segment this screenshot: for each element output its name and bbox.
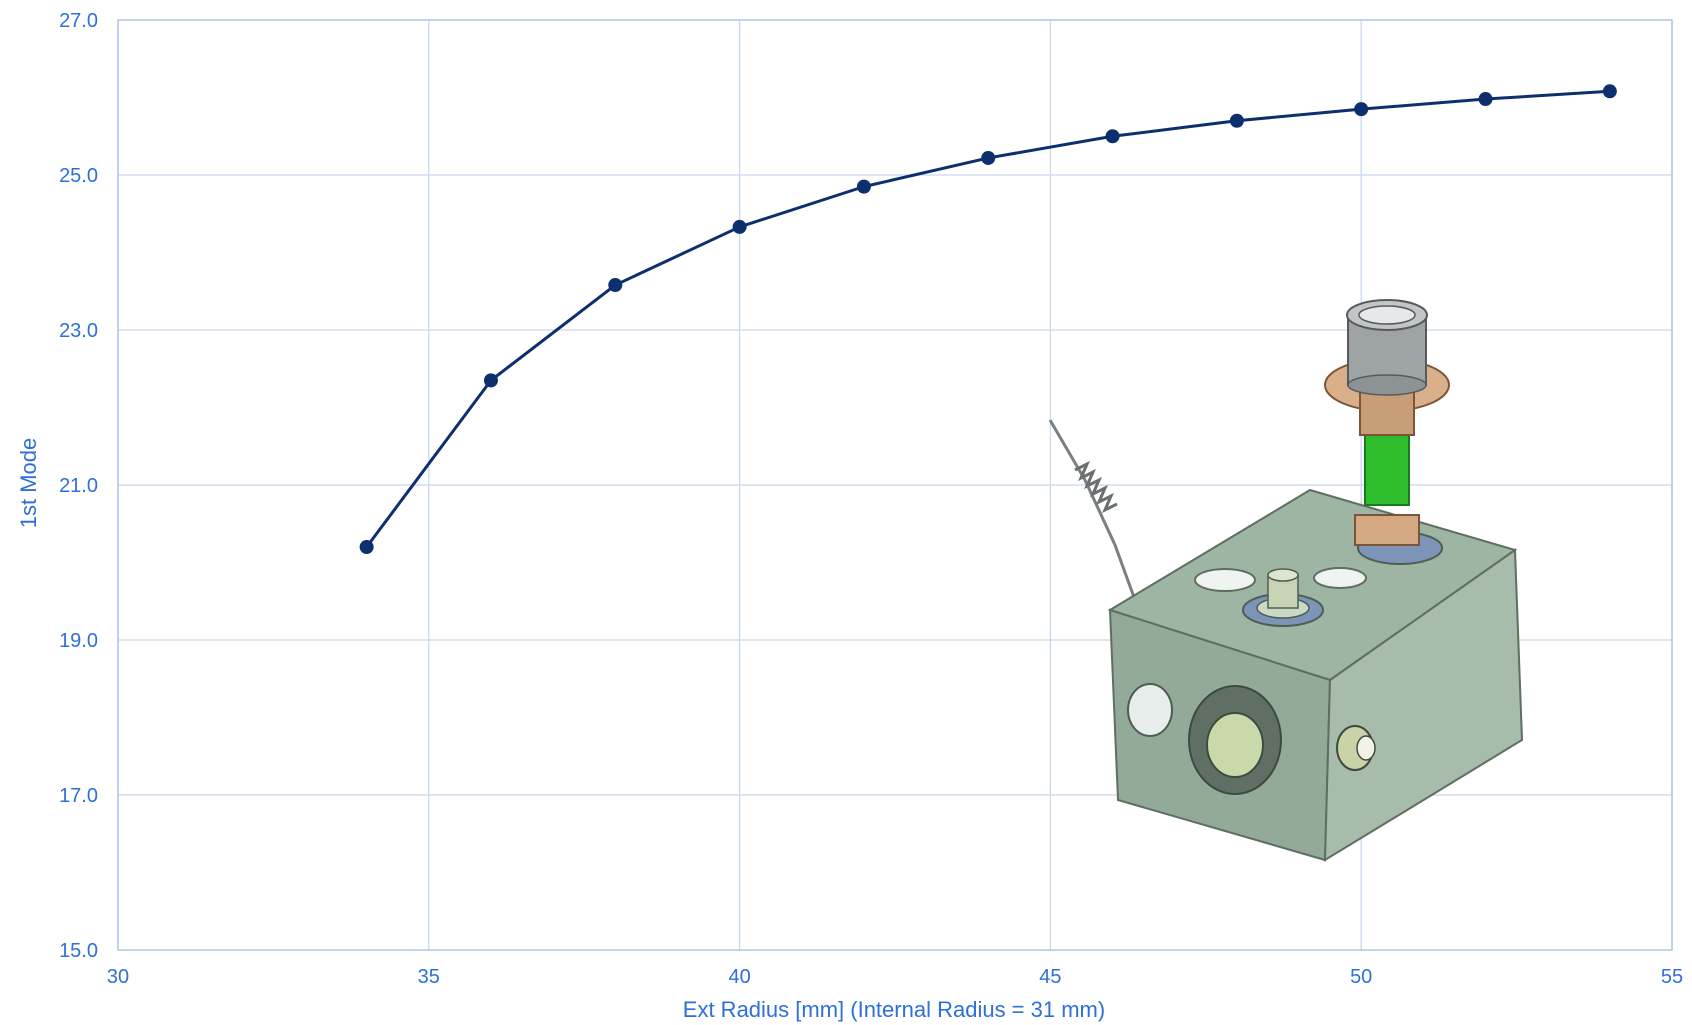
- x-tick-label: 50: [1350, 966, 1372, 988]
- data-point: [1105, 129, 1120, 144]
- y-axis-ticks: 15.0 17.0 19.0 21.0 23.0 25.0 27.0: [59, 10, 98, 962]
- y-tick-label: 27.0: [59, 10, 98, 32]
- data-point: [1602, 84, 1617, 99]
- data-point: [483, 373, 498, 388]
- data-point: [856, 179, 871, 194]
- data-point: [981, 150, 996, 165]
- data-point: [732, 219, 747, 234]
- data-point: [608, 278, 623, 293]
- grid: [117, 19, 1673, 951]
- x-tick-label: 55: [1661, 966, 1683, 988]
- x-axis-ticks: 30 35 40 45 50 55: [107, 966, 1683, 988]
- x-tick-label: 40: [728, 966, 750, 988]
- series-group: [359, 84, 1617, 554]
- y-tick-label: 17.0: [59, 785, 98, 807]
- plot-frame: [117, 19, 1673, 951]
- data-point: [1229, 113, 1244, 128]
- y-tick-label: 19.0: [59, 630, 98, 652]
- y-tick-label: 23.0: [59, 320, 98, 342]
- x-tick-label: 35: [418, 966, 440, 988]
- cad-model-illustration: [1048, 299, 1524, 862]
- data-point: [1478, 92, 1493, 107]
- plot-border: [117, 19, 1673, 951]
- x-axis-title: Ext Radius [mm] (Internal Radius = 31 mm…: [683, 997, 1105, 1022]
- y-tick-label: 25.0: [59, 165, 98, 187]
- x-tick-label: 30: [107, 966, 129, 988]
- data-point: [359, 540, 374, 554]
- x-tick-label: 45: [1039, 966, 1061, 988]
- y-axis-title: 1st Mode: [16, 438, 41, 529]
- data-point: [1354, 102, 1369, 117]
- y-tick-label: 21.0: [59, 475, 98, 497]
- y-tick-label: 15.0: [59, 940, 98, 962]
